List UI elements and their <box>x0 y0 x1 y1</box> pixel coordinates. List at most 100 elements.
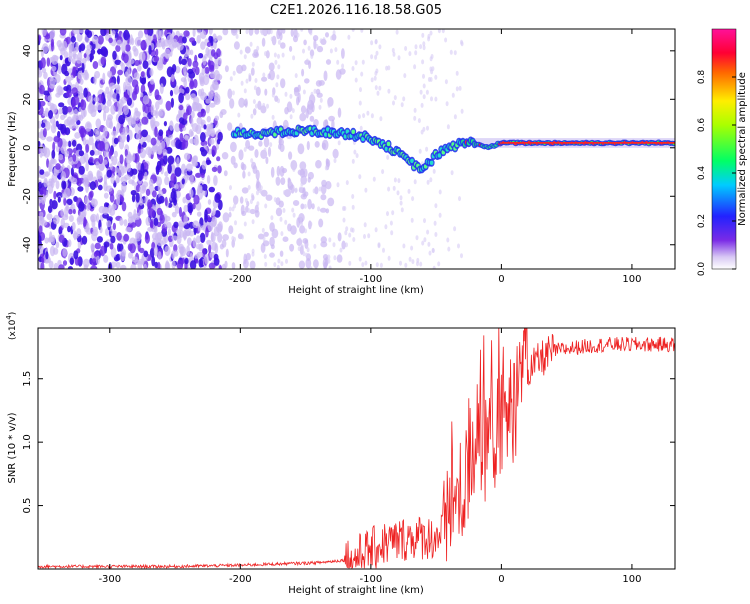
spectrogram-noise-dot <box>400 102 404 108</box>
spectrogram-noise-dot <box>46 57 50 67</box>
spectrogram-noise-dot <box>312 188 316 194</box>
spectrogram-noise-dot <box>184 257 189 265</box>
spectrogram-noise-dot <box>427 241 431 247</box>
spectrogram-noise-dot <box>171 260 176 269</box>
spectrogram-noise-dot <box>49 78 56 87</box>
spectrogram-noise-dot <box>103 254 109 263</box>
spectrogram-noise-dot <box>51 65 57 72</box>
spectrogram-noise-dot <box>271 114 275 120</box>
spectrogram-noise-dot <box>292 35 299 43</box>
spectrogram-noise-dot <box>395 29 399 35</box>
spectrogram-noise-dot <box>170 97 174 108</box>
spectrogram-noise-dot <box>416 257 420 263</box>
spectrogram-noise-dot <box>411 259 415 265</box>
spectrogram-noise-dot <box>391 47 395 53</box>
spectrogram-noise-dot <box>160 54 164 65</box>
spectrogram-noise-dot <box>133 48 139 57</box>
spectrogram-noise-dot <box>217 57 222 66</box>
spectrogram-noise-dot <box>104 202 109 209</box>
spectrogram-noise-dot <box>38 131 45 139</box>
spectrogram-noise-dot <box>255 169 260 180</box>
spectrogram-noise-dot <box>252 99 256 105</box>
spectrogram-noise-dot <box>302 89 306 95</box>
spectrogram-noise-dot <box>215 143 219 150</box>
spectrogram-noise-dot <box>197 184 203 191</box>
spectrogram-noise-dot <box>320 194 327 201</box>
spectrogram-noise-dot <box>187 202 194 214</box>
spectrogram-noise-dot <box>147 60 152 65</box>
spectrogram-noise-dot <box>114 59 122 65</box>
spectrogram-noise-dot <box>141 129 149 138</box>
spectrogram-noise-dot <box>339 247 343 253</box>
spectrogram-noise-dot <box>139 185 146 194</box>
spectrogram-noise-dot <box>434 96 438 102</box>
spectrogram-noise-dot <box>148 208 155 218</box>
spectrogram-noise-dot <box>143 263 148 269</box>
spectrogram-noise-dot <box>189 49 194 56</box>
y-tick-label: 1.5 <box>22 371 33 387</box>
spectrogram-noise-dot <box>38 225 43 235</box>
spectrogram-noise-dot <box>370 40 374 46</box>
spectrogram-noise-dot <box>240 80 244 86</box>
spectrogram-noise-dot <box>402 243 406 249</box>
spectrogram-noise-dot <box>77 114 82 121</box>
spectrogram-noise-dot <box>392 100 395 106</box>
spectrogram-noise-dot <box>120 96 127 104</box>
spectrogram-noise-dot <box>123 219 128 227</box>
spectrogram-noise-dot <box>114 84 121 91</box>
spectrogram-noise-dot <box>150 78 155 85</box>
spectrogram-noise-dot <box>209 251 214 259</box>
spectrogram-noise-dot <box>65 203 69 209</box>
spectrogram-noise-dot <box>241 187 249 194</box>
spectrogram-noise-dot <box>251 61 255 67</box>
spectrogram-noise-dot <box>153 217 159 226</box>
snr-multiplier: (x104) <box>5 312 18 340</box>
spectrogram-noise-dot <box>273 52 277 58</box>
spectrogram-noise-dot <box>63 51 69 59</box>
spectrogram-noise-dot <box>228 211 232 218</box>
spectrogram-noise-dot <box>271 92 275 98</box>
spectrogram-noise-dot <box>338 256 341 262</box>
spectrogram-noise-dot <box>460 108 464 114</box>
spectrogram-noise-dot <box>78 201 85 212</box>
spectrogram-noise-dot <box>214 193 221 203</box>
spectrogram-noise-dot <box>92 226 98 233</box>
spectrogram-noise-dot <box>190 116 194 128</box>
spectrogram-ridge-point <box>326 127 330 132</box>
spectrogram-noise-dot <box>299 225 306 234</box>
spectrogram-noise-dot <box>414 50 418 56</box>
spectrogram-noise-dot <box>245 46 248 52</box>
spectrogram-noise-dot <box>129 243 136 254</box>
spectrogram-noise-dot <box>355 153 359 159</box>
spectrogram-noise-dot <box>363 222 367 228</box>
spectrogram-noise-dot <box>212 207 216 216</box>
spectrogram-noise-dot <box>81 62 85 74</box>
spectrogram-noise-dot <box>91 35 99 45</box>
spectrogram-noise-dot <box>188 230 195 237</box>
spectrogram-noise-dot <box>141 77 147 85</box>
spectrogram-noise-dot <box>81 235 88 245</box>
spectrogram-noise-dot <box>207 126 211 137</box>
spectrogram-noise-dot <box>164 215 171 222</box>
spectrogram-noise-dot <box>139 209 144 215</box>
spectrogram-noise-dot <box>288 151 293 160</box>
spectrogram-noise-dot <box>197 89 203 97</box>
spectrogram-noise-dot <box>317 206 321 212</box>
spectrogram-noise-dot <box>167 155 175 165</box>
spectrogram-noise-dot <box>292 167 296 172</box>
spectrogram-noise-dot <box>217 221 223 233</box>
spectrogram-noise-dot <box>277 258 281 264</box>
spectrogram-noise-dot <box>83 152 89 163</box>
spectrogram-noise-dot <box>84 29 90 36</box>
spectrogram-noise-dot <box>277 98 280 104</box>
spectrogram-noise-dot <box>221 239 227 248</box>
spectrogram-noise-dot <box>40 261 45 269</box>
spectrogram-noise-dot <box>393 177 397 183</box>
spectrogram-noise-dot <box>108 82 116 90</box>
snr-marks <box>38 328 675 569</box>
spectrogram-noise-dot <box>116 196 121 206</box>
spectrogram-noise-dot <box>204 66 210 74</box>
spectrogram-noise-dot <box>254 149 259 158</box>
spectrogram-noise-dot <box>453 114 457 120</box>
spectrogram-noise-dot <box>96 101 103 111</box>
